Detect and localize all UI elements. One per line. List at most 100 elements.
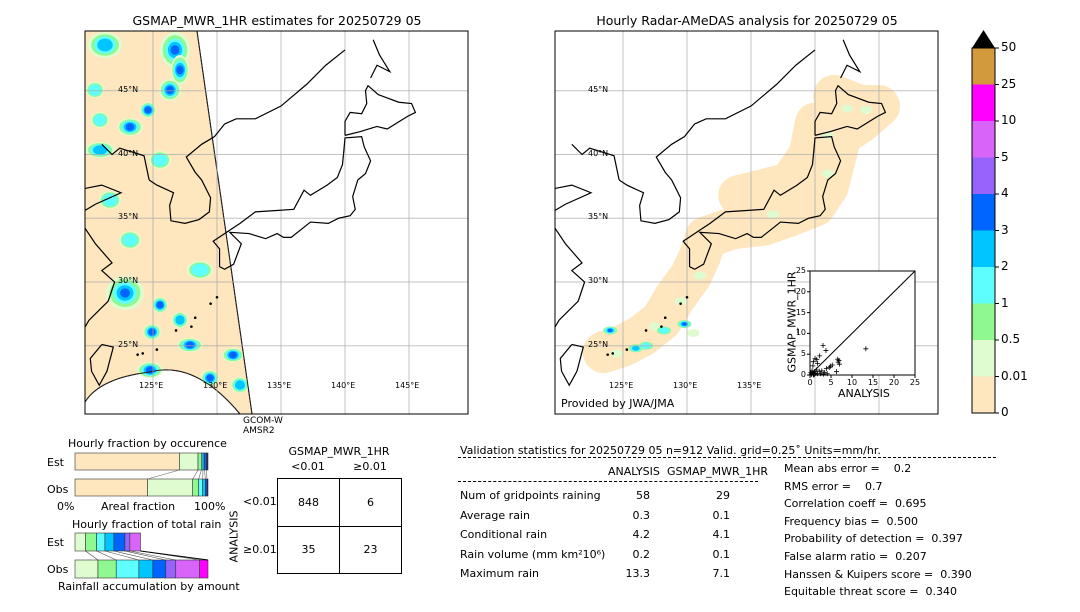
rain-cell	[170, 45, 180, 55]
occurrence-bar-segment	[202, 478, 206, 497]
colorbar-segment	[972, 121, 995, 158]
colorbar-label: 50	[1001, 40, 1017, 54]
colorbar-segment	[972, 340, 995, 377]
occurrence-bar-segment	[197, 452, 202, 471]
lon-label: 145°E	[395, 381, 420, 390]
rain-cell	[206, 374, 214, 382]
lat-label: 40°N	[118, 148, 139, 158]
rain-cell	[860, 105, 873, 114]
col-label: <0.01	[291, 460, 325, 473]
score-line: Hanssen & Kuipers score = 0.390	[784, 567, 972, 581]
connector-line	[192, 469, 199, 480]
stat-gsmap: 0.1	[712, 508, 731, 522]
rain-cell	[102, 193, 118, 207]
x-tick-label: 0	[807, 378, 813, 387]
rain-bar-segment	[165, 559, 177, 579]
connector-line	[104, 550, 139, 561]
rain-cell	[191, 263, 209, 277]
lon-label: 130°E	[203, 381, 228, 390]
satellite-label: GCOM-W	[243, 416, 283, 426]
rain-xlabel: Rainfall accumulation by amount	[58, 580, 240, 593]
y-tick-label: 15	[795, 307, 806, 317]
rain-cell	[122, 233, 138, 247]
x-tick-label: 5	[828, 378, 834, 387]
x-tick-label: 10	[846, 378, 858, 387]
rain-bar-segment	[129, 532, 141, 552]
rain-cell	[608, 328, 613, 333]
rain-cell	[93, 114, 107, 126]
colorbar-label: 0.01	[1001, 368, 1028, 383]
stat-gsmap: 0.1	[712, 547, 731, 561]
island	[679, 302, 682, 305]
rain-cell	[92, 145, 108, 155]
scatter-point	[835, 359, 841, 365]
col-header-analysis: ANALYSIS	[608, 465, 660, 478]
cell: 23	[363, 543, 378, 556]
scatter-point	[835, 356, 841, 362]
rain-bar-segment	[124, 532, 131, 552]
occurrence-xlabel: Areal fraction	[101, 500, 176, 513]
rain-cell	[841, 104, 853, 113]
scatter-point	[809, 368, 815, 374]
stat-gsmap: 4.1	[712, 528, 731, 541]
analysis-coverage	[582, 74, 900, 374]
rain-cell	[682, 322, 687, 326]
stat-label: Average rain	[460, 508, 530, 522]
stat-label: Maximum rain	[460, 567, 539, 580]
connector-line	[85, 550, 99, 561]
row-title: ANALYSIS	[227, 510, 241, 563]
rain-bar-segment	[104, 532, 115, 552]
rain-cell	[766, 210, 779, 219]
colorbar-segment	[972, 194, 995, 231]
row-label: ≥0.01	[243, 543, 277, 556]
colorbar-label: 4	[1001, 186, 1009, 200]
rain-bar-segment	[199, 559, 209, 579]
stat-analysis: 0.3	[632, 508, 651, 522]
scatter-point	[836, 361, 842, 367]
stat-label: Conditional rain	[460, 528, 548, 541]
scatter-point	[863, 346, 869, 352]
scatter-point	[810, 363, 816, 369]
stat-gsmap: 7.1	[712, 567, 731, 580]
coastline	[559, 343, 585, 387]
island	[611, 352, 615, 355]
rain-bar-segment	[96, 532, 106, 552]
scatter-ylabel: GSMAP_MWR_1HR	[785, 271, 799, 373]
island	[174, 329, 178, 332]
colorbar-label: 0.5	[1001, 332, 1021, 346]
scatter-point	[820, 342, 826, 348]
rain-bar-segment	[85, 532, 97, 552]
coastline	[212, 136, 372, 270]
rain-cell	[693, 271, 706, 280]
cell: 35	[301, 543, 316, 556]
connector-line	[124, 550, 166, 561]
x-tick-label: 20	[888, 378, 900, 387]
coastline	[555, 184, 593, 212]
occurrence-bar-segment	[206, 478, 209, 497]
colorbar-segment	[972, 84, 995, 121]
rain-bar-segment	[74, 532, 86, 552]
island	[136, 353, 139, 356]
occurrence-bar-segment	[74, 452, 180, 471]
scatter-point	[824, 371, 830, 377]
analysis-coverage	[718, 102, 835, 216]
colorbar-extend-triangle	[972, 30, 995, 48]
occurrence-bar-segment	[198, 478, 203, 497]
lon-label: 125°E	[609, 381, 634, 390]
lat-label: 40°N	[588, 148, 609, 158]
occurrence-bar-segment	[192, 478, 199, 497]
stat-gsmap: 29	[716, 489, 730, 502]
map-frame	[84, 30, 469, 415]
map-area	[85, 31, 468, 414]
scatter-point	[812, 372, 818, 378]
rain-cell	[229, 351, 237, 359]
colorbar-segment	[972, 157, 995, 194]
island	[625, 348, 629, 351]
swath-edge	[85, 31, 253, 414]
connector-line	[198, 469, 202, 480]
occurrence-title: Hourly fraction by occurence	[68, 437, 227, 450]
scatter-point	[814, 357, 820, 363]
scatter-point	[818, 371, 823, 377]
colorbar-segment	[972, 48, 995, 85]
colorbar-segment	[972, 303, 995, 340]
